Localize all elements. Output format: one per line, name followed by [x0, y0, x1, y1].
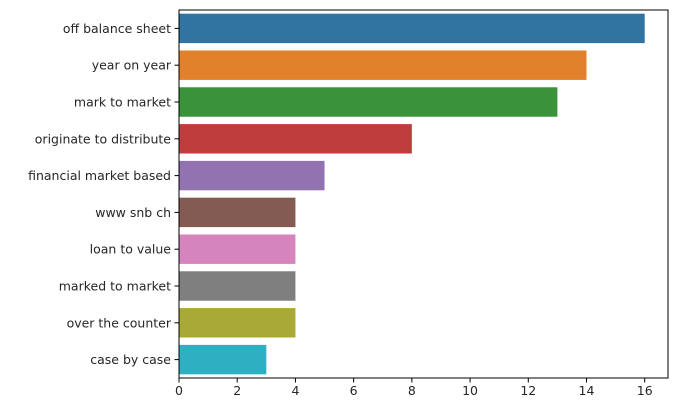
bar-case-by-case — [179, 344, 267, 375]
bar-financial-market-based — [179, 160, 325, 191]
x-tick-label-4: 4 — [291, 383, 299, 398]
x-tick-label-12: 12 — [520, 383, 536, 398]
y-axis-ticks: off balance sheet year on year mark to mar… — [28, 21, 179, 367]
x-tick-label-14: 14 — [579, 383, 595, 398]
bar-mark-to-market — [179, 87, 558, 117]
y-tick-label-marked-to-market: marked to market — [59, 279, 171, 294]
y-tick-label-case-by-case: case by case — [90, 352, 171, 367]
x-axis-ticks: 0 2 4 6 8 10 12 14 16 — [175, 378, 653, 398]
y-tick-label-year-on-year: year on year — [92, 58, 172, 73]
x-tick-label-0: 0 — [175, 383, 183, 398]
plot-frame — [178, 9, 669, 379]
bars-group — [179, 13, 645, 375]
bar-loan-to-value — [179, 234, 296, 264]
bar-off-balance-sheet — [179, 13, 645, 44]
bar-originate-to-distribute — [179, 124, 412, 154]
x-tick-label-8: 8 — [408, 383, 416, 398]
y-tick-label-off-balance-sheet: off balance sheet — [63, 21, 171, 36]
y-tick-label-loan-to-value: loan to value — [90, 242, 172, 257]
bar-marked-to-market — [179, 271, 296, 301]
bar-over-the-counter — [179, 308, 296, 338]
y-tick-label-www-snb-ch: www snb ch — [95, 205, 171, 220]
x-tick-label-2: 2 — [233, 383, 241, 398]
x-tick-label-10: 10 — [462, 383, 478, 398]
x-tick-label-6: 6 — [350, 383, 358, 398]
y-tick-label-originate-to-distribute: originate to distribute — [35, 131, 172, 146]
y-tick-label-over-the-counter: over the counter — [67, 315, 172, 330]
y-tick-label-financial-market-based: financial market based — [28, 168, 171, 183]
y-tick-label-mark-to-market: mark to market — [74, 95, 171, 110]
bar-www-snb-ch — [179, 197, 296, 228]
x-tick-label-16: 16 — [637, 383, 653, 398]
bar-year-on-year — [179, 50, 587, 80]
